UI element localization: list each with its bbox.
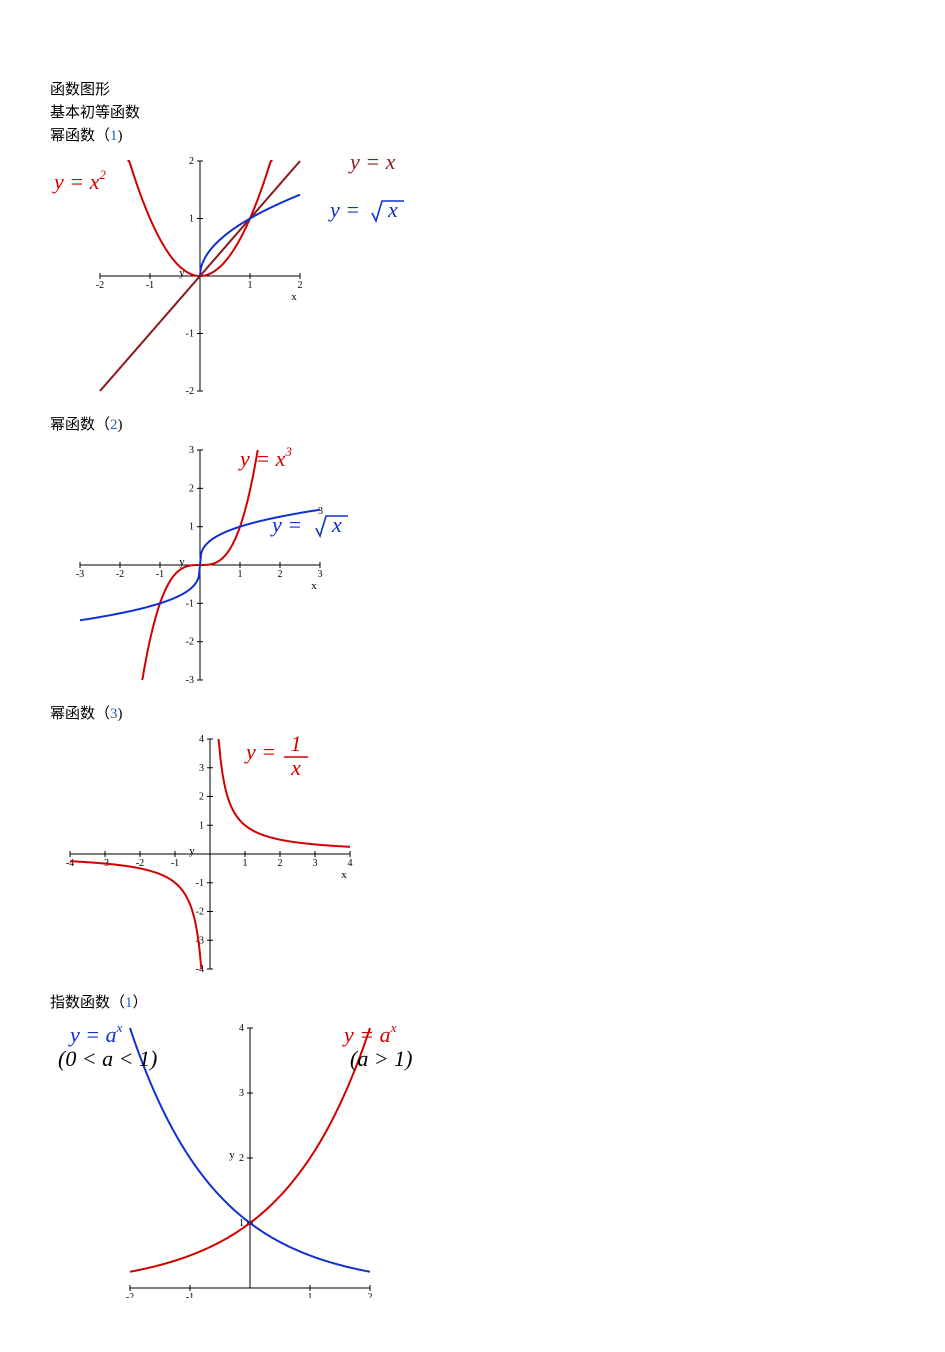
svg-text:y = x: y = x [348, 151, 396, 174]
svg-text:-3: -3 [76, 569, 84, 580]
svg-text:x: x [311, 580, 317, 592]
heading-main: 函数图形 [50, 80, 895, 101]
svg-text:x: x [341, 869, 347, 881]
svg-text:-1: -1 [156, 569, 164, 580]
svg-text:-2: -2 [126, 1292, 134, 1298]
heading-power1: 幂函数（1) [50, 126, 895, 147]
svg-text:y: y [229, 1149, 235, 1161]
svg-text:-2: -2 [196, 907, 204, 918]
svg-text:1: 1 [238, 569, 243, 580]
svg-text:(0 < a < 1): (0 < a < 1) [58, 1046, 157, 1071]
svg-text:-1: -1 [146, 280, 154, 291]
heading-power3-num: 3 [110, 706, 118, 722]
svg-text:3: 3 [318, 569, 323, 580]
svg-text:2: 2 [278, 569, 283, 580]
heading-exp1-suffix: ） [133, 995, 148, 1011]
heading-power2-suffix: ) [118, 417, 123, 433]
svg-text:-4: -4 [196, 964, 204, 975]
svg-text:y = x2: y = x2 [52, 167, 106, 194]
heading-sub: 基本初等函数 [50, 103, 895, 124]
heading-power1-prefix: 幂函数（ [50, 128, 110, 144]
svg-text:2: 2 [189, 156, 194, 167]
svg-text:x: x [331, 512, 342, 537]
svg-text:1: 1 [199, 820, 204, 831]
svg-text:2: 2 [199, 792, 204, 803]
svg-text:-1: -1 [196, 878, 204, 889]
svg-text:-3: -3 [186, 675, 194, 686]
chart-exp1: -2-1121234xyy = ax(0 < a < 1)y = ax(a > … [50, 1018, 895, 1298]
svg-text:1: 1 [308, 1292, 313, 1298]
svg-text:-2: -2 [186, 637, 194, 648]
heading-exp1-prefix: 指数函数（ [50, 995, 125, 1011]
svg-text:y =: y = [270, 512, 302, 537]
svg-text:-1: -1 [186, 329, 194, 340]
heading-power2-prefix: 幂函数（ [50, 417, 110, 433]
svg-text:-1: -1 [186, 1292, 194, 1298]
svg-text:3: 3 [189, 445, 194, 456]
svg-text:2: 2 [298, 280, 303, 291]
svg-text:1: 1 [189, 214, 194, 225]
heading-power2: 幂函数（2) [50, 415, 895, 436]
svg-text:3: 3 [313, 858, 318, 869]
heading-power3-suffix: ) [118, 706, 123, 722]
svg-text:2: 2 [239, 1153, 244, 1164]
svg-text:y: y [179, 556, 185, 568]
heading-power2-num: 2 [110, 417, 118, 433]
svg-text:-2: -2 [186, 386, 194, 397]
svg-text:-4: -4 [66, 858, 74, 869]
svg-text:1: 1 [248, 280, 253, 291]
svg-text:-2: -2 [116, 569, 124, 580]
chart-power1: -2-112-2-112xyy = x2y = xy = x [50, 151, 895, 401]
svg-text:4: 4 [239, 1023, 244, 1034]
svg-text:1: 1 [291, 731, 302, 756]
svg-text:2: 2 [368, 1292, 373, 1298]
svg-text:x: x [291, 291, 297, 303]
svg-text:x: x [290, 755, 301, 780]
svg-text:y =: y = [328, 197, 360, 222]
svg-text:y = ax: y = ax [68, 1020, 123, 1047]
svg-text:y: y [189, 845, 195, 857]
svg-text:1: 1 [243, 858, 248, 869]
svg-text:-1: -1 [171, 858, 179, 869]
svg-text:4: 4 [199, 734, 204, 745]
svg-text:3: 3 [239, 1088, 244, 1099]
svg-text:x: x [387, 197, 398, 222]
svg-text:3: 3 [199, 763, 204, 774]
heading-exp1-num: 1 [125, 995, 133, 1011]
heading-power3-prefix: 幂函数（ [50, 706, 110, 722]
svg-text:2: 2 [278, 858, 283, 869]
svg-text:y = ax: y = ax [342, 1020, 397, 1047]
chart-power3: -4-3-2-11234-4-3-2-11234xyy = 1x [50, 729, 895, 979]
heading-power1-suffix: ) [118, 128, 123, 144]
svg-text:y =: y = [244, 739, 276, 764]
chart-power2: -3-2-1123-3-2-1123xyy = x3y = 3x [50, 440, 895, 690]
svg-text:y = x3: y = x3 [238, 444, 292, 471]
svg-text:-2: -2 [96, 280, 104, 291]
svg-text:(a > 1): (a > 1) [350, 1046, 413, 1071]
heading-exp1: 指数函数（1） [50, 993, 895, 1014]
svg-text:-1: -1 [186, 598, 194, 609]
heading-power1-num: 1 [110, 128, 118, 144]
heading-power3: 幂函数（3) [50, 704, 895, 725]
svg-text:1: 1 [189, 522, 194, 533]
svg-text:4: 4 [348, 858, 353, 869]
svg-text:3: 3 [318, 506, 323, 517]
svg-text:2: 2 [189, 483, 194, 494]
